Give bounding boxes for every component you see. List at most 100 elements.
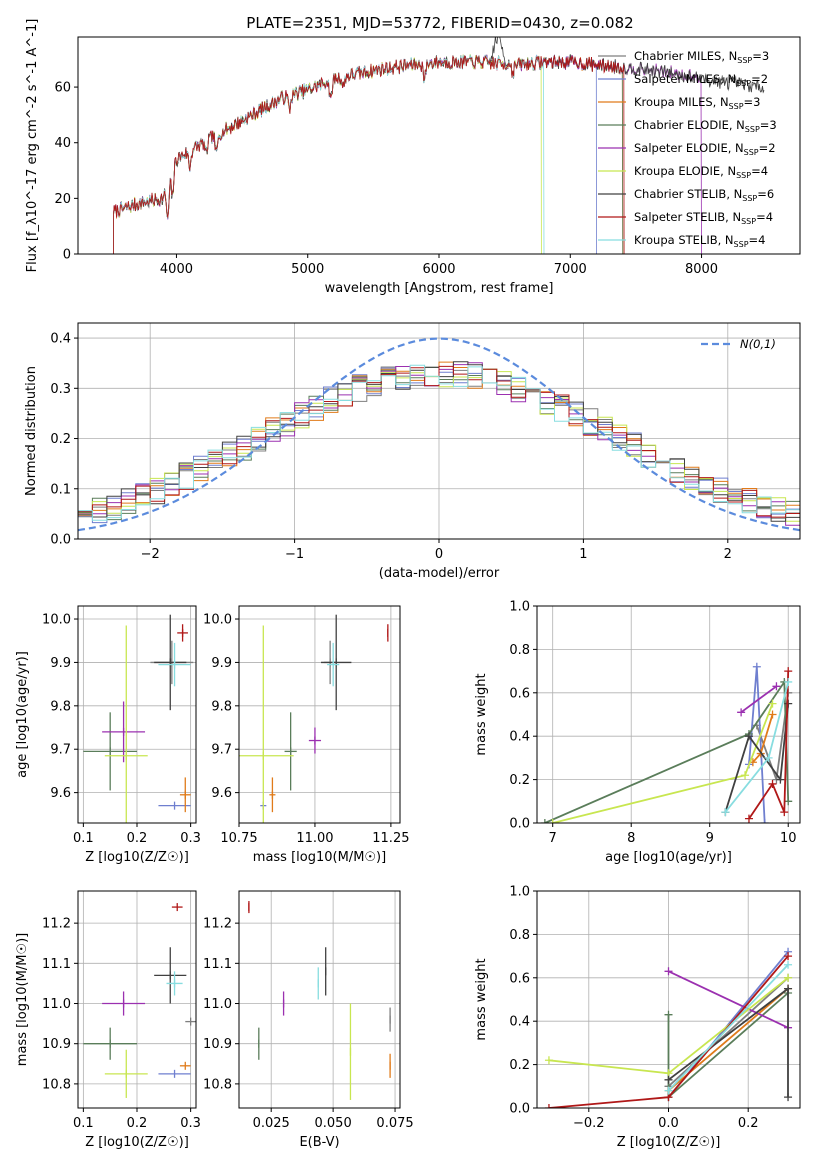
ebv-vs-mass-ytick-label: 11.0	[203, 997, 232, 1012]
z-vs-weight-ytick-label: 0.0	[509, 1102, 530, 1117]
z-vs-weight-marker-6	[664, 1075, 673, 1084]
mass-vs-age-xtick-label: 11.25	[372, 831, 409, 846]
z-vs-age-xlabel: Z [log10(Z/Z☉)]	[85, 850, 189, 865]
residual-hist-ytick-label: 0.0	[50, 533, 71, 548]
z-vs-weight-xtick-label: −0.2	[573, 1116, 605, 1131]
ebv-vs-mass-xlabel: E(B-V)	[299, 1135, 339, 1150]
legend-label-7: Salpeter STELIB, NSSP=4	[634, 210, 773, 226]
age-vs-weight-frame	[536, 605, 801, 824]
legend-label-6: Chabrier STELIB, NSSP=6	[634, 187, 774, 203]
residual-hist-xtick-label: −1	[285, 547, 304, 562]
normal-legend-label: N(0,1)	[740, 337, 776, 351]
age-vs-weight-marker-3	[784, 797, 793, 806]
spectrum-ytick-label: 20	[54, 192, 71, 207]
spectrum-xtick-label: 5000	[291, 262, 324, 277]
mass-vs-age-ytick-label: 9.6	[211, 786, 232, 801]
z-vs-age-xtick-label: 0.3	[180, 831, 201, 846]
z-vs-mass-cross-7	[171, 903, 183, 912]
z-vs-weight-frame	[536, 890, 801, 1109]
figure-title: PLATE=2351, MJD=53772, FIBERID=0430, z=0…	[246, 14, 633, 32]
age-vs-weight-marker-6	[776, 775, 785, 784]
legend-label-0: Chabrier MILES, NSSP=3	[634, 49, 769, 65]
age-vs-weight-xlabel: age [log10(age/yr)]	[605, 850, 732, 865]
age-vs-weight-series-4	[740, 685, 777, 714]
age-vs-weight-marker-3	[540, 819, 549, 823]
z-vs-age-ytick-label: 9.9	[50, 656, 71, 671]
ebv-vs-mass-ytick-label: 11.2	[203, 917, 232, 932]
z-vs-weight-plot-area	[544, 947, 793, 1108]
age-vs-weight-xtick-label: 8	[627, 831, 635, 846]
legend-label-8: Kroupa STELIB, NSSP=4	[634, 233, 765, 249]
spectrum-series-3	[113, 54, 624, 254]
z-vs-mass-ytick-label: 11.2	[42, 917, 71, 932]
spectrum-series-2	[113, 54, 624, 254]
z-vs-weight-ytick-label: 0.4	[509, 1015, 530, 1030]
z-vs-weight-marker-6	[784, 984, 793, 993]
age-vs-weight-ytick-label: 0.6	[509, 686, 530, 701]
z-vs-weight-xlabel: Z [log10(Z/Z☉)]	[617, 1135, 721, 1150]
ebv-vs-mass-xtick-label: 0.025	[253, 1116, 290, 1131]
legend-label-1: Salpeter MILES, NSSP=2	[634, 72, 768, 88]
residual-hist-plot-area	[78, 337, 800, 532]
spectrum-frame	[77, 36, 801, 255]
z-vs-mass-xtick-label: 0.2	[127, 1116, 148, 1131]
residual-hist-panel: −2 −1 0 1 2 0.0 0.1 0.2 0.3 0.4 (data-model)/error…	[24, 322, 801, 581]
z-vs-mass-frame	[77, 890, 197, 1109]
mass-vs-age-cross-8	[327, 642, 340, 687]
z-vs-age-cross-4	[102, 701, 146, 763]
mass-vs-age-cross-3	[284, 712, 297, 791]
mass-vs-age-xtick-label: 11.00	[296, 831, 333, 846]
z-vs-age-plot-area	[83, 614, 194, 823]
age-vs-weight-marker-8	[764, 753, 773, 762]
mass-vs-age-xtick-label: 10.75	[220, 831, 257, 846]
z-vs-mass-cross-8	[166, 971, 183, 996]
z-vs-age-ylabel: age [log10(age/yr)]	[15, 651, 30, 778]
z-vs-mass-ytick-label: 10.9	[42, 1037, 71, 1052]
z-vs-age-panel: 0.1 0.2 0.3 9.6 9.7 9.8 9.9 10.0 Z [log10(Z/Z☉)]…	[15, 605, 201, 865]
z-vs-weight-series-3	[667, 992, 789, 1100]
z-vs-weight-ytick-label: 1.0	[509, 885, 530, 900]
age-vs-weight-xtick-label: 9	[706, 831, 714, 846]
age-vs-weight-series-3	[544, 679, 790, 823]
z-vs-weight-series-8	[667, 964, 789, 1092]
residual-hist-ytick-label: 0.4	[50, 332, 71, 347]
z-vs-age-ytick-label: 10.0	[42, 613, 71, 628]
spectrum-series-1	[113, 54, 597, 254]
age-vs-weight-series-7	[748, 671, 790, 820]
spectrum-xtick-label: 8000	[685, 262, 718, 277]
z-vs-mass-ytick-label: 11.1	[42, 957, 71, 972]
spectrum-series-7	[113, 55, 625, 254]
z-vs-mass-cross-3	[83, 1027, 137, 1060]
spectrum-plot-area	[113, 37, 765, 254]
z-vs-mass-xtick-label: 0.1	[73, 1116, 94, 1131]
residual-hist-xtick-label: 1	[579, 547, 587, 562]
z-vs-age-cross-7	[177, 624, 188, 642]
age-vs-weight-ytick-label: 0.8	[509, 643, 530, 658]
mass-vs-age-ytick-label: 9.9	[211, 656, 232, 671]
age-vs-weight-ytick-label: 1.0	[509, 600, 530, 615]
mass-vs-age-ytick-label: 9.8	[211, 699, 232, 714]
normal-curve	[78, 337, 800, 532]
ebv-vs-mass-ytick-label: 10.9	[203, 1037, 232, 1052]
z-vs-weight-xtick-label: 0.2	[738, 1116, 759, 1131]
z-vs-weight-marker-8	[784, 960, 793, 969]
z-vs-age-xtick-label: 0.1	[73, 831, 94, 846]
age-vs-weight-marker-4	[737, 708, 746, 717]
z-vs-mass-xtick-label: 0.3	[180, 1116, 201, 1131]
z-vs-mass-panel: 0.1 0.2 0.3 10.8 10.9 11.0 11.1 11.2 Z [log10(Z/…	[15, 890, 201, 1150]
mass-vs-age-frame	[238, 605, 401, 824]
spectrum-xtick-label: 6000	[422, 262, 455, 277]
age-vs-weight-marker-1	[752, 662, 761, 671]
ebv-vs-mass-plot-area	[248, 901, 391, 1100]
ebv-vs-mass-xtick-label: 0.050	[315, 1116, 352, 1131]
residual-hist-xtick-label: −2	[141, 547, 160, 562]
z-vs-age-ytick-label: 9.8	[50, 699, 71, 714]
z-vs-weight-series-4	[668, 970, 789, 1029]
age-vs-weight-ytick-label: 0.0	[509, 817, 530, 832]
age-vs-weight-marker-5	[548, 819, 557, 823]
z-vs-age-ytick-label: 9.6	[50, 786, 71, 801]
legend-label-3: Chabrier ELODIE, NSSP=3	[634, 118, 777, 134]
z-vs-weight-ytick-label: 0.6	[509, 971, 530, 986]
age-vs-weight-marker-5	[768, 699, 777, 708]
